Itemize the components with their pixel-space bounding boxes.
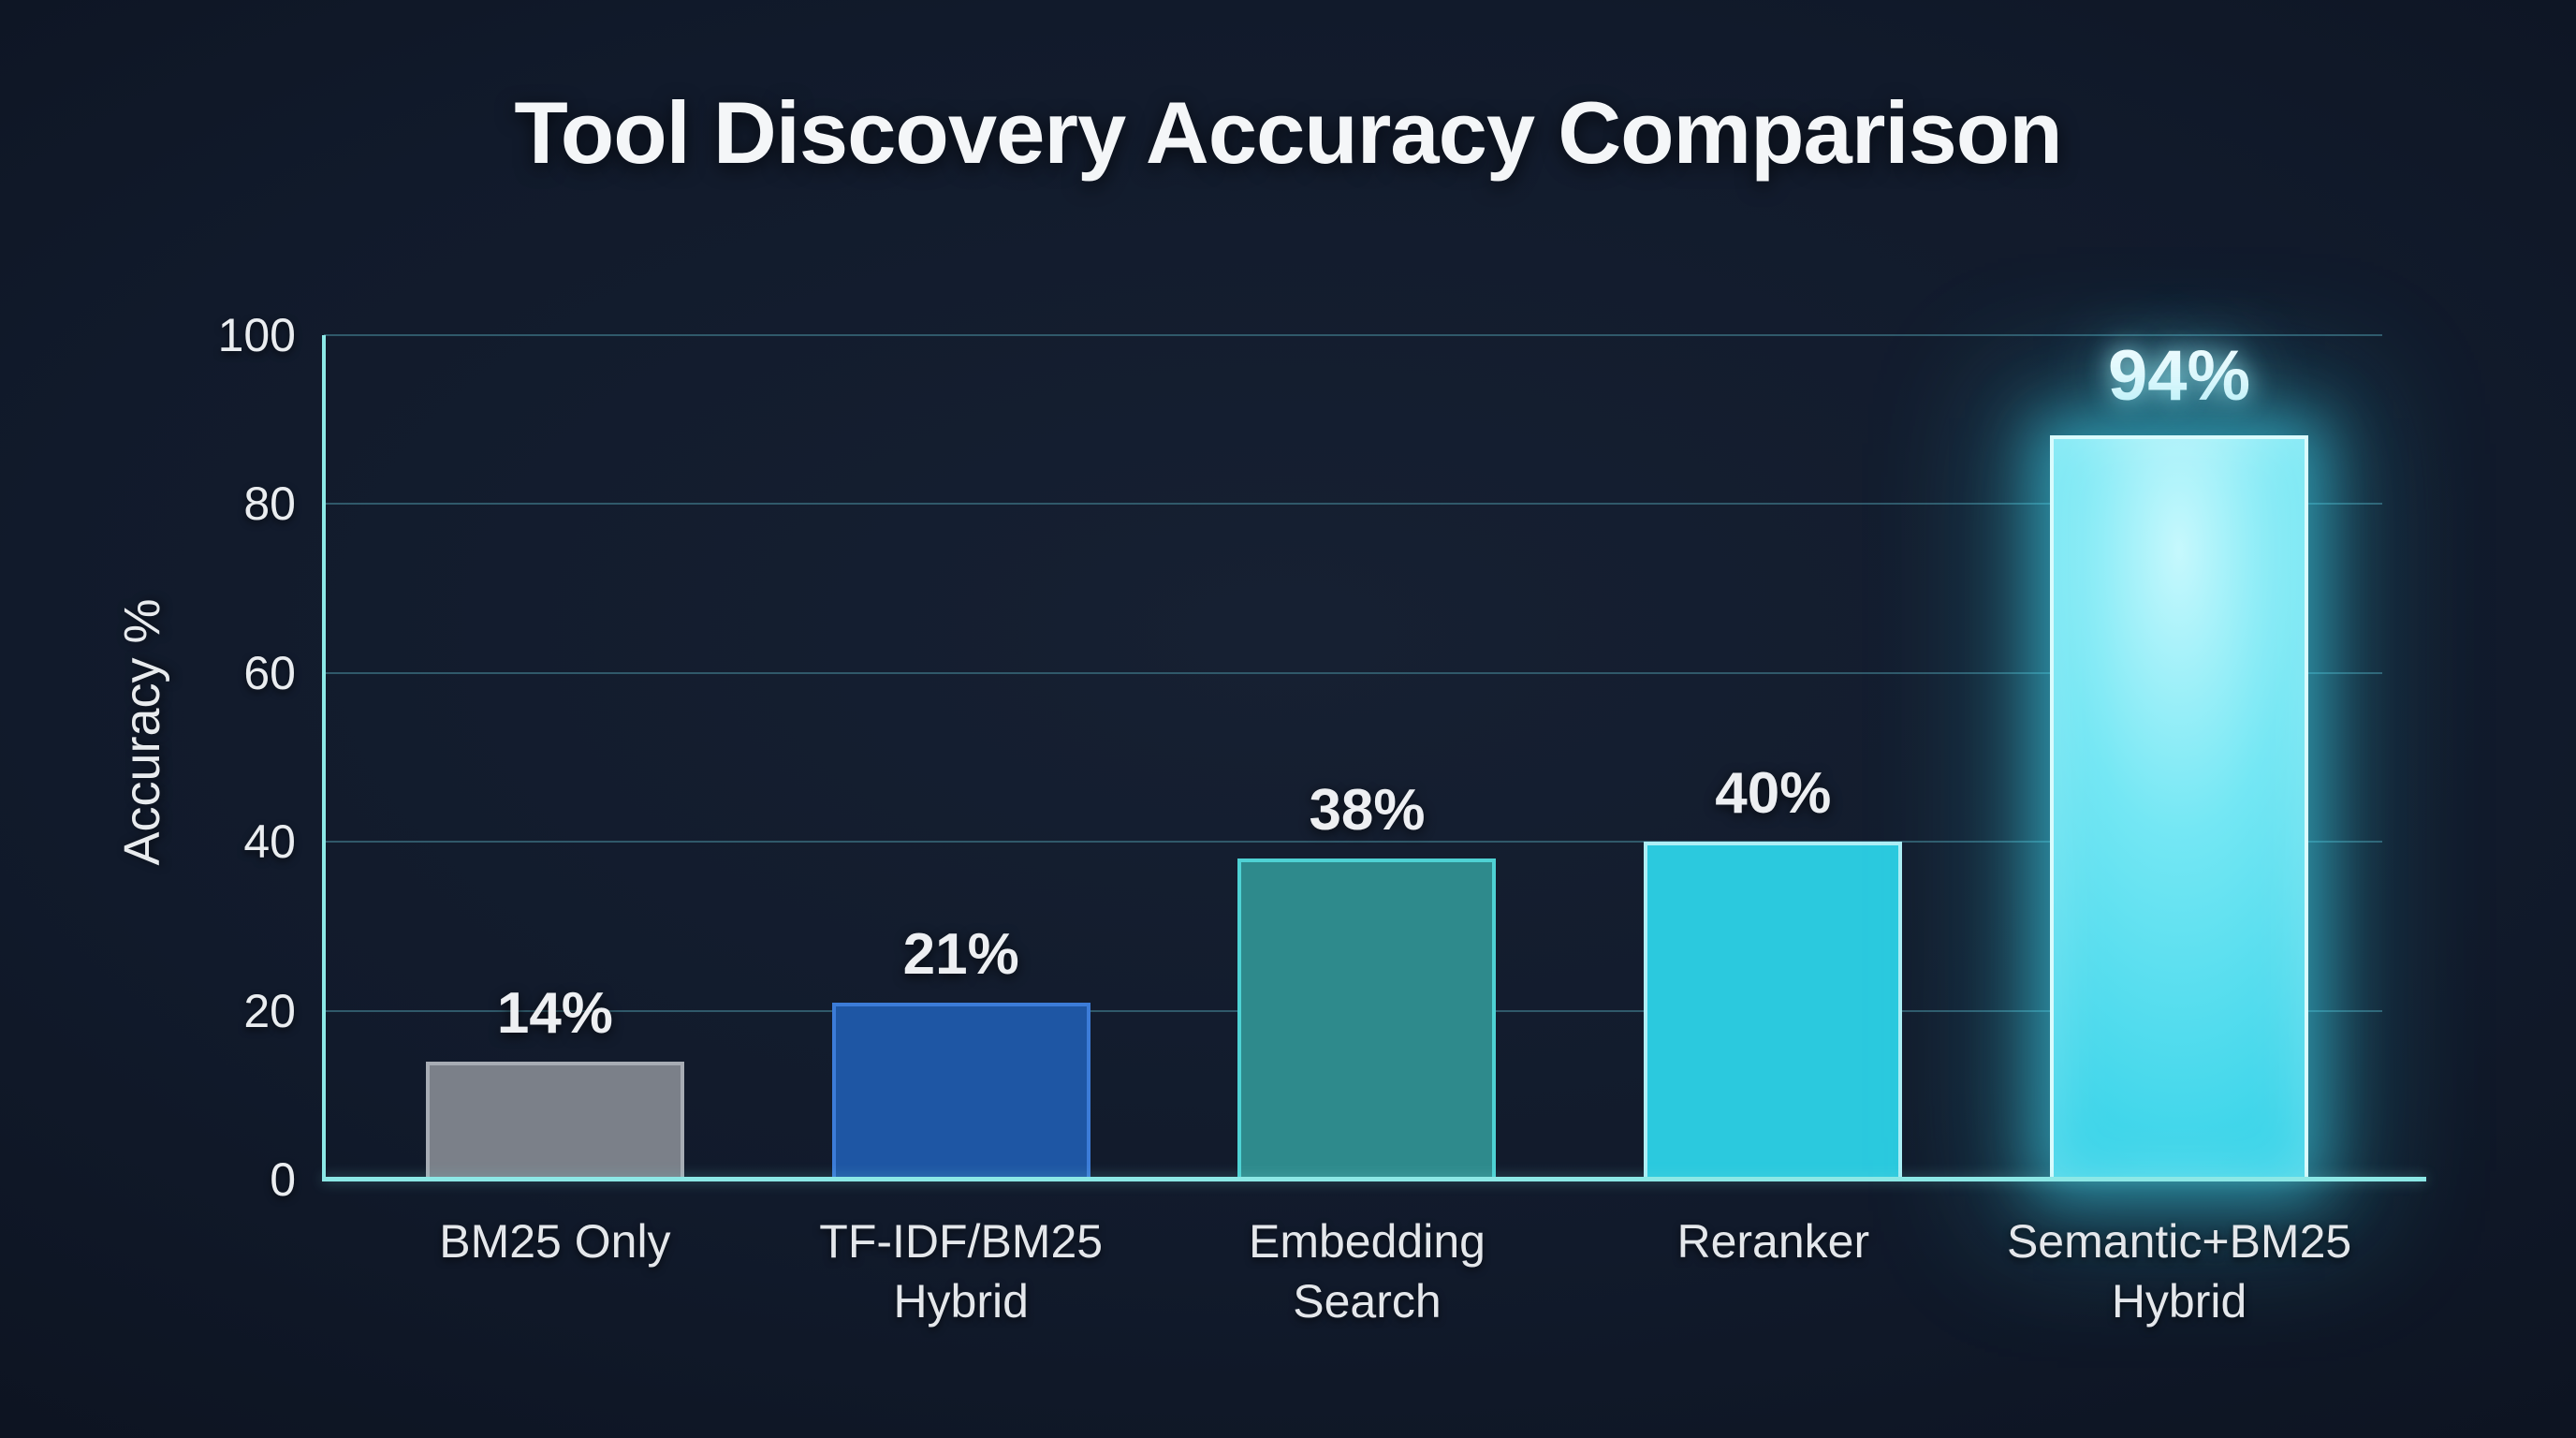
bar-semantic-bm25-hybrid — [2050, 435, 2309, 1180]
category-label-text: BM25 Only — [439, 1215, 671, 1268]
plot-area: 0 20 40 60 80 100 14% 21% 38% 40% 94% — [218, 309, 2426, 1206]
category-label-reranker: Reranker — [1570, 1211, 1976, 1331]
bar-group-bm25-only: 14% — [352, 335, 758, 1180]
category-labels: BM25 Only TF-IDF/BM25 Hybrid Embedding Sea… — [352, 1211, 2382, 1331]
value-label-reranker: 40% — [1715, 761, 1832, 827]
bar-bm25-only — [425, 1061, 684, 1180]
y-axis-title: Accuracy % — [114, 598, 170, 866]
category-label-embedding-search: Embedding Search — [1164, 1211, 1571, 1331]
bars-layer: 14% 21% 38% 40% 94% — [352, 335, 2382, 1180]
category-label-tf-idf-bm25-hybrid: TF-IDF/BM25 Hybrid — [758, 1211, 1164, 1331]
y-tick-label-40: 40 — [243, 815, 296, 869]
gridline-40 — [324, 841, 2382, 844]
category-label-semantic-bm25-hybrid: Semantic+BM25 Hybrid — [1976, 1211, 2382, 1331]
bar-group-reranker: 40% — [1570, 335, 1976, 1180]
category-label-text: TF-IDF/BM25 Hybrid — [819, 1215, 1104, 1328]
bar-embedding-search — [1237, 858, 1497, 1180]
y-tick-label-80: 80 — [243, 477, 296, 531]
bar-group-tf-idf-bm25-hybrid: 21% — [758, 335, 1164, 1180]
bar-reranker — [1644, 842, 1903, 1180]
y-tick-label-100: 100 — [217, 309, 296, 361]
gridline-60 — [324, 671, 2382, 674]
value-label-semantic-bm25-hybrid: 94% — [2108, 336, 2251, 416]
x-axis-line — [322, 1177, 2426, 1181]
bar-group-embedding-search: 38% — [1164, 335, 1571, 1180]
y-tick-label-0: 0 — [270, 1153, 296, 1206]
gridline-80 — [324, 503, 2382, 506]
category-label-text: Embedding Search — [1249, 1215, 1486, 1328]
gridline-100 — [324, 334, 2382, 336]
bar-group-semantic-bm25-hybrid: 94% — [1976, 335, 2382, 1180]
category-label-text: Semantic+BM25 Hybrid — [2006, 1215, 2352, 1328]
y-tick-label-60: 60 — [243, 646, 296, 699]
bar-tf-idf-bm25-hybrid — [831, 1002, 1090, 1180]
category-label-text: Reranker — [1676, 1215, 1870, 1268]
y-tick-label-20: 20 — [243, 984, 296, 1037]
category-label-bm25-only: BM25 Only — [352, 1211, 758, 1331]
value-label-tf-idf-bm25-hybrid: 21% — [902, 921, 1019, 987]
chart-title: Tool Discovery Accuracy Comparison — [514, 83, 2062, 182]
value-label-bm25-only: 14% — [496, 980, 613, 1046]
value-label-embedding-search: 38% — [1309, 778, 1426, 844]
y-axis-line — [322, 335, 326, 1180]
